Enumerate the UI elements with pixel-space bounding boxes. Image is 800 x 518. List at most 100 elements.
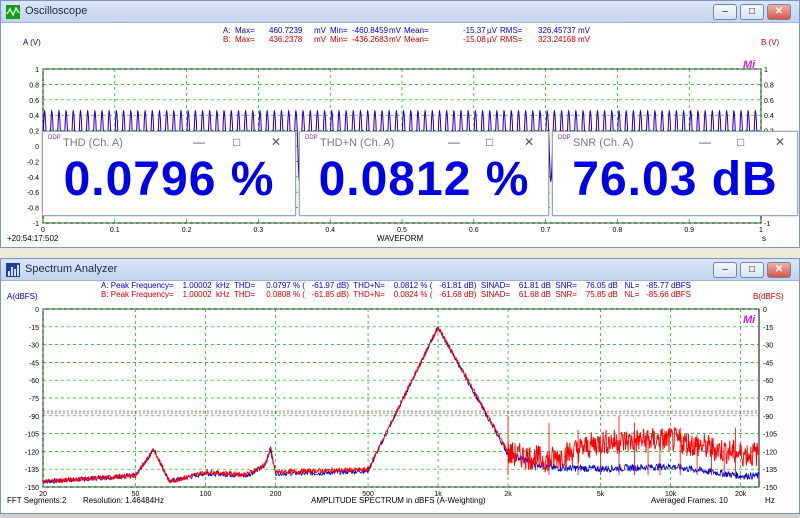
- spec-y2-tick-label: -150: [763, 485, 777, 492]
- spec-y-tick-label: -60: [29, 378, 39, 385]
- stat-a-max-unit: mV: [314, 26, 326, 35]
- spec-x-tick-label: 5k: [597, 491, 605, 498]
- spec-y-tick-label: -150: [25, 485, 39, 492]
- spec-y2-tick-label: -30: [763, 343, 773, 350]
- thdn-popup[interactable]: DDP THD+N (Ch. A) — □ ✕ 0.0812 %: [299, 131, 549, 216]
- spec-y2-tick-label: -75: [763, 396, 773, 403]
- osc-x-tick-label: 0.3: [254, 227, 264, 234]
- spec-y2-tick-label: 0: [763, 307, 767, 314]
- osc-timestamp: +20:54:17:502: [7, 234, 59, 243]
- osc-x-unit: s: [762, 234, 766, 243]
- spec-y2-tick-label: -60: [763, 378, 773, 385]
- snr-popup-icon: DDP: [558, 135, 571, 141]
- minimize-button[interactable]: –: [713, 4, 737, 20]
- stat-b-rms-label: RMS=: [500, 35, 523, 44]
- thd-popup[interactable]: DDP THD (Ch. A) — □ ✕ 0.0796 %: [42, 131, 296, 216]
- thdn-popup-icon: DDP: [305, 135, 318, 141]
- spectrum-window: Spectrum Analyzer – □ ✕ A: Peak Frequenc…: [0, 258, 800, 514]
- osc-y2-tick-label: 0.8: [764, 82, 774, 89]
- thd-maximize-button[interactable]: □: [233, 135, 241, 149]
- spectrum-app-icon: [6, 263, 20, 277]
- osc-y-tick-label: -1: [33, 221, 39, 228]
- stat-b-max: 436.2378: [269, 35, 303, 44]
- spec-x-tick-label: 50: [132, 491, 140, 498]
- stat-a-rms: 326.45737: [538, 26, 576, 35]
- spec-y-tick-label: -120: [25, 449, 39, 456]
- spec-right-axis-title: B(dBFS): [753, 292, 784, 301]
- spec-trace-a: [42, 326, 760, 485]
- spectrum-stats-b: B: Peak Frequency= 1.00002 kHz THD= 0.08…: [101, 290, 692, 299]
- osc-y2-tick-label: 1: [764, 67, 768, 74]
- thd-popup-title: THD (Ch. A): [63, 137, 123, 149]
- thd-popup-icon: DDP: [48, 135, 61, 141]
- osc-right-axis-title: B (V): [761, 38, 780, 47]
- stat-a-mean-label: Mean=: [404, 26, 429, 35]
- osc-x-tick-label: 1: [759, 227, 763, 234]
- thd-popup-titlebar[interactable]: DDP THD (Ch. A) — □ ✕: [43, 132, 295, 154]
- thd-value: 0.0796 %: [63, 153, 275, 206]
- stat-b-mean-unit: µV: [487, 35, 497, 44]
- stat-b-mean: -15.08: [463, 35, 486, 44]
- thd-minimize-button[interactable]: —: [193, 135, 205, 149]
- spec-averaged-frames: Averaged Frames: 10: [651, 496, 728, 505]
- stat-b-max-unit: mV: [314, 35, 326, 44]
- osc-y-tick-label: -0.2: [27, 159, 39, 166]
- osc-x-tick-label: 0.2: [182, 227, 192, 234]
- spec-x-tick-label: 2k: [504, 491, 512, 498]
- osc-y-tick-label: -0.8: [27, 206, 39, 213]
- osc-x-tick-label: 0.5: [397, 227, 407, 234]
- stat-b-min-unit: mV: [389, 35, 401, 44]
- stat-b-min-label: Min=: [330, 35, 348, 44]
- stat-b-label: B:: [223, 35, 231, 44]
- spec-y-tick-label: -105: [25, 432, 39, 439]
- osc-y2-tick-label: 0.6: [764, 98, 774, 105]
- snr-popup[interactable]: DDP SNR (Ch. A) — □ ✕ 76.03 dB: [552, 131, 798, 216]
- spectrum-minimize-button[interactable]: –: [713, 262, 737, 278]
- snr-popup-titlebar[interactable]: DDP SNR (Ch. A) — □ ✕: [553, 132, 797, 154]
- osc-y-tick-label: -0.4: [27, 175, 39, 182]
- oscilloscope-titlebar[interactable]: Oscilloscope – □ ✕: [1, 1, 799, 23]
- osc-y2-tick-label: 0.4: [764, 113, 774, 120]
- thdn-value: 0.0812 %: [318, 153, 530, 206]
- osc-y-tick-label: 1: [35, 67, 39, 74]
- stat-b-mean-label: Mean=: [404, 35, 429, 44]
- oscilloscope-app-icon: [6, 5, 20, 19]
- spec-traces: [42, 326, 760, 485]
- snr-close-button[interactable]: ✕: [775, 135, 786, 149]
- stat-a-mean-unit: µV: [487, 26, 497, 35]
- spec-y2-tick-label: -105: [763, 432, 777, 439]
- osc-x-axis-title: WAVEFORM: [377, 234, 424, 243]
- stat-a-rms-label: RMS=: [500, 26, 523, 35]
- spec-x-tick-label: 20: [39, 491, 47, 498]
- maximize-button[interactable]: □: [740, 4, 764, 20]
- snr-popup-title: SNR (Ch. A): [573, 137, 634, 149]
- spectrum-chart[interactable]: A(dBFS) B(dBFS) Mi AMPLITUDE SPECTRUM in…: [1, 281, 799, 513]
- close-button[interactable]: ✕: [767, 4, 791, 20]
- spec-x-unit: Hz: [765, 496, 775, 505]
- snr-minimize-button[interactable]: —: [699, 135, 711, 149]
- spec-x-tick-label: 100: [200, 491, 212, 498]
- spectrum-close-button[interactable]: ✕: [767, 262, 791, 278]
- stat-a-label: A:: [223, 26, 231, 35]
- taskbar-strip: [0, 514, 800, 518]
- thd-close-button[interactable]: ✕: [271, 135, 282, 149]
- spec-x-tick-label: 20k: [735, 491, 747, 498]
- spectrum-titlebar[interactable]: Spectrum Analyzer – □ ✕: [1, 259, 799, 281]
- spec-x-tick-label: 1k: [434, 491, 442, 498]
- spectrum-maximize-button[interactable]: □: [740, 262, 764, 278]
- spec-x-tick-label: 200: [270, 491, 282, 498]
- thdn-popup-titlebar[interactable]: DDP THD+N (Ch. A) — □ ✕: [300, 132, 548, 154]
- thdn-maximize-button[interactable]: □: [486, 135, 494, 149]
- snr-maximize-button[interactable]: □: [737, 135, 745, 149]
- osc-x-tick-label: 0: [41, 227, 45, 234]
- spec-y2-tick-label: -45: [763, 360, 773, 367]
- stat-b-min: -436.2683: [352, 35, 389, 44]
- thdn-close-button[interactable]: ✕: [524, 135, 535, 149]
- spec-resolution: Resolution: 1.46484Hz: [83, 496, 164, 505]
- thdn-minimize-button[interactable]: —: [448, 135, 460, 149]
- osc-y-tick-label: 0.2: [29, 129, 39, 136]
- spectrum-stats-a: A: Peak Frequency= 1.00002 kHz THD= 0.07…: [101, 281, 692, 290]
- stat-a-rms-unit: mV: [578, 26, 590, 35]
- stat-a-min-label: Min=: [330, 26, 348, 35]
- spec-y-tick-label: -45: [29, 360, 39, 367]
